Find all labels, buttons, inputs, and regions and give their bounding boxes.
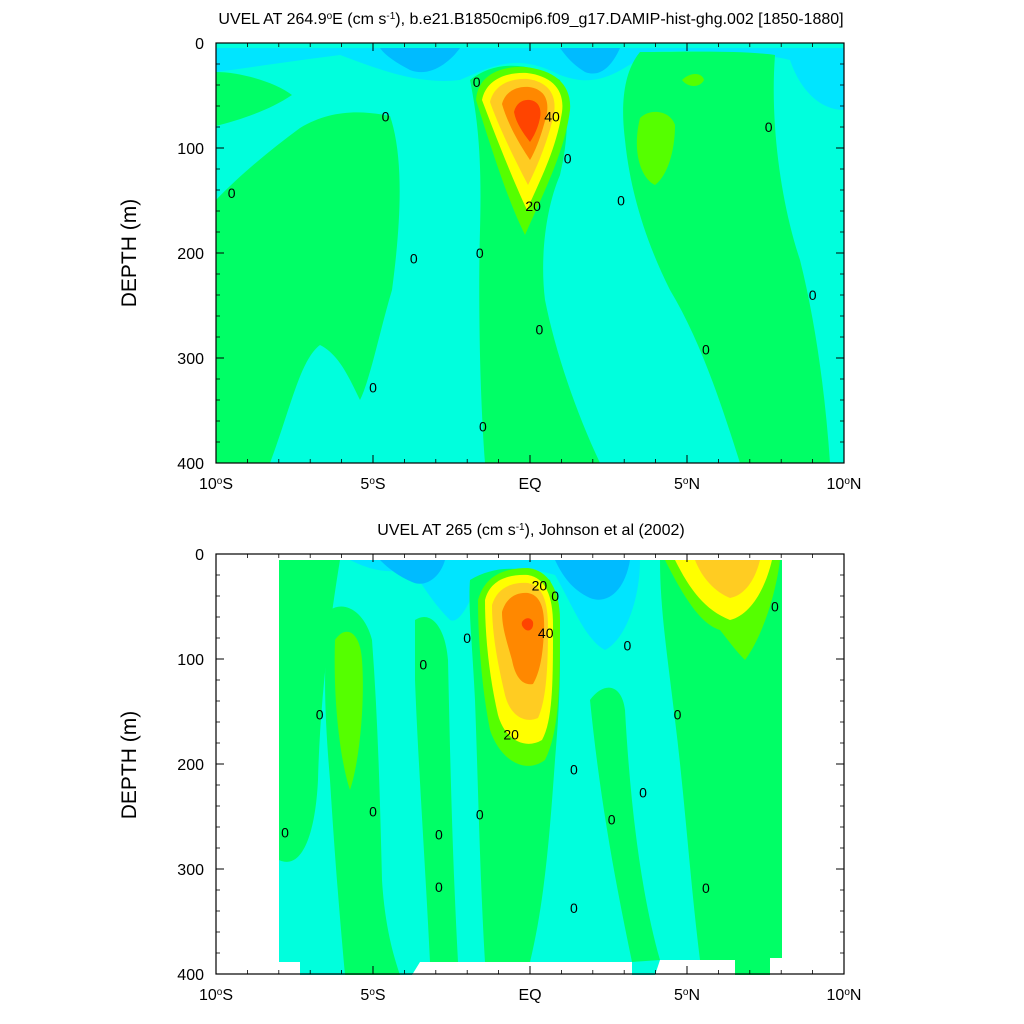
contour-label: 0 — [479, 418, 487, 434]
contour-label: 0 — [410, 250, 418, 266]
y-tick-label: 300 — [177, 351, 204, 368]
y-tick-label: 100 — [177, 141, 204, 158]
contour-label: 0 — [570, 761, 578, 777]
contour-region — [380, 48, 460, 73]
contour-label: 0 — [369, 803, 377, 819]
contour-region — [555, 560, 630, 600]
y-tick-label: 200 — [177, 246, 204, 263]
x-tick-label: 5oN — [674, 987, 700, 1005]
contour-label: 0 — [623, 637, 631, 653]
y-tick-label: 400 — [177, 967, 204, 984]
y-axis-label: DEPTH (m) — [118, 711, 141, 820]
contour-region — [560, 48, 620, 74]
y-tick-label: 200 — [177, 757, 204, 774]
x-tick-label: 5oN — [674, 476, 700, 494]
contour-label: 0 — [473, 74, 481, 90]
contour-label: 0 — [570, 900, 578, 916]
contour-region — [216, 48, 844, 110]
contour-label: 0 — [639, 784, 647, 800]
y-tick-label: 400 — [177, 456, 204, 473]
x-tick-label: EQ — [518, 476, 541, 493]
contour-label: 0 — [316, 707, 324, 723]
x-tick-label: EQ — [518, 987, 541, 1004]
contour-label: 0 — [536, 322, 544, 338]
contour-label: 0 — [551, 588, 559, 604]
contour-region — [502, 592, 545, 685]
contour-label: 0 — [608, 812, 616, 828]
y-tick-label: 300 — [177, 862, 204, 879]
panel-title: UVEL AT 264.9oE (cm s-1), b.e21.B1850cmi… — [218, 11, 843, 29]
contour-label: 0 — [281, 824, 289, 840]
contour-region — [216, 112, 400, 463]
contour-label: 0 — [476, 245, 484, 261]
contour-region — [279, 560, 340, 862]
contour-region — [415, 616, 458, 962]
contour-label: 0 — [702, 880, 710, 896]
contour-label: 0 — [382, 109, 390, 125]
contour-label: 0 — [674, 707, 682, 723]
contour-label: 40 — [544, 109, 560, 125]
contour-region — [636, 111, 675, 185]
contour-label: 20 — [503, 727, 519, 743]
x-tick-label: 10oN — [827, 987, 862, 1005]
contour-region — [380, 560, 445, 584]
panel-title: UVEL AT 265 (cm s-1), Johnson et al (200… — [377, 522, 684, 540]
contour-field — [216, 43, 844, 463]
contour-label: 0 — [369, 379, 377, 395]
contour-region — [695, 560, 760, 598]
contour-label: 20 — [525, 198, 541, 214]
contour-region — [590, 687, 660, 962]
x-tick-label: 5oS — [360, 476, 385, 494]
contour-label: 0 — [476, 806, 484, 822]
y-tick-label: 100 — [177, 652, 204, 669]
contour-label: 40 — [538, 625, 554, 641]
contour-label: 0 — [419, 656, 427, 672]
contour-label-layer: 0 0 0 0 0 0 0 0 0 0 0 0 0 0 0 0 0 40 20 20 — [281, 578, 779, 916]
contour-label: 0 — [702, 342, 710, 358]
contour-region — [216, 72, 292, 126]
contour-region — [521, 618, 534, 631]
contour-label: 0 — [809, 287, 817, 303]
contour-label: 0 — [463, 630, 471, 646]
contour-label: 0 — [617, 193, 625, 209]
y-tick-label: 0 — [195, 36, 204, 53]
x-tick-label: 10oS — [199, 987, 233, 1005]
contour-label: 0 — [564, 151, 572, 167]
contour-region — [660, 560, 782, 975]
x-tick-label: 5oS — [360, 987, 385, 1005]
contour-region — [682, 74, 704, 86]
contour-region — [623, 51, 830, 463]
panel-model: UVEL AT 264.9oE (cm s-1), b.e21.B1850cmi… — [118, 11, 861, 494]
panel-observations: UVEL AT 265 (cm s-1), Johnson et al (200… — [118, 522, 861, 1005]
contour-region — [334, 631, 363, 790]
contour-label: 0 — [771, 599, 779, 615]
contour-field — [279, 560, 782, 975]
contour-label-layer: 0 0 0 0 0 0 0 0 0 0 0 0 0 40 20 — [228, 74, 817, 434]
y-tick-label: 0 — [195, 547, 204, 564]
contour-label: 0 — [228, 185, 236, 201]
contour-label: 20 — [532, 578, 548, 594]
contour-label: 0 — [435, 826, 443, 842]
contour-label: 0 — [435, 879, 443, 895]
x-tick-label: 10oS — [199, 476, 233, 494]
x-tick-label: 10oN — [827, 476, 862, 494]
y-axis-label: DEPTH (m) — [118, 199, 141, 308]
contour-label: 0 — [765, 119, 773, 135]
contour-region — [514, 99, 541, 142]
